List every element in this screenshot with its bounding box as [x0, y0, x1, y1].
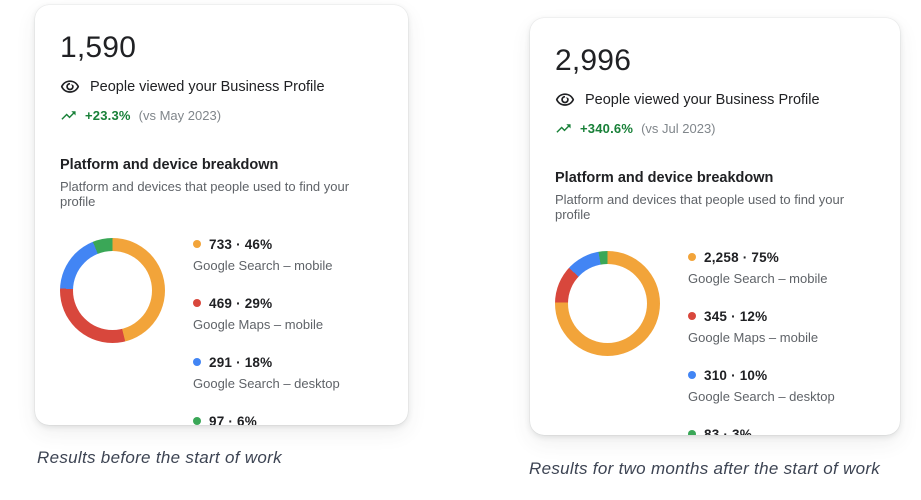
section-title: Platform and device breakdown — [555, 170, 774, 186]
legend-value: 97 · 6% — [209, 413, 257, 426]
legend-item: 83 · 3% Google Maps – desktop — [688, 426, 835, 435]
legend-dot-maps-mobile — [688, 312, 696, 320]
total-views-value: 1,590 — [60, 31, 137, 64]
legend-item: 2,258 · 75% Google Search – mobile — [688, 249, 835, 287]
legend-label: Google Maps – mobile — [688, 330, 819, 345]
legend-dot-maps-desktop — [193, 417, 201, 425]
caption-before: Results before the start of work — [37, 448, 282, 467]
change-period: (vs Jul 2023) — [641, 121, 716, 136]
change-row: +23.3% (vs May 2023) — [60, 107, 384, 124]
section-subtitle: Platform and devices that people used to… — [60, 179, 350, 209]
legend-dot-search-desktop — [193, 358, 201, 366]
legend-dot-maps-desktop — [688, 430, 696, 435]
chart-legend: 733 · 46% Google Search – mobile 469 · 2… — [193, 236, 340, 425]
business-profile-stats-card-before: 1,590 People viewed your Business Profil… — [35, 5, 408, 425]
legend-label: Google Search – desktop — [688, 389, 835, 404]
caption-after: Results for two months after the start o… — [529, 459, 881, 478]
metric-row: People viewed your Business Profile — [555, 90, 876, 110]
legend-dot-search-mobile — [193, 240, 201, 248]
legend-item: 310 · 10% Google Search – desktop — [688, 367, 835, 405]
visibility-eye-icon — [555, 90, 575, 110]
visibility-eye-icon — [60, 77, 80, 97]
metric-row: People viewed your Business Profile — [60, 77, 384, 97]
legend-label: Google Search – mobile — [193, 258, 333, 273]
legend-item: 345 · 12% Google Maps – mobile — [688, 308, 835, 346]
legend-value: 83 · 3% — [704, 426, 752, 436]
legend-item: 97 · 6% Google Maps – desktop — [193, 413, 340, 425]
legend-dot-maps-mobile — [193, 299, 201, 307]
metric-label: People viewed your Business Profile — [585, 92, 820, 108]
legend-value: 291 · 18% — [209, 354, 273, 370]
chart-legend: 2,258 · 75% Google Search – mobile 345 ·… — [688, 249, 835, 435]
donut-chart — [555, 251, 660, 356]
legend-label: Google Search – mobile — [688, 271, 828, 286]
total-views-value: 2,996 — [555, 44, 632, 77]
change-period: (vs May 2023) — [138, 108, 222, 123]
legend-item: 469 · 29% Google Maps – mobile — [193, 295, 340, 333]
legend-item: 733 · 46% Google Search – mobile — [193, 236, 340, 274]
section-title: Platform and device breakdown — [60, 157, 279, 173]
business-profile-stats-card-after: 2,996 People viewed your Business Profil… — [530, 18, 900, 435]
breakdown-section: 733 · 46% Google Search – mobile 469 · 2… — [60, 236, 384, 425]
change-percent: +23.3% — [85, 108, 131, 123]
legend-label: Google Maps – mobile — [193, 317, 324, 332]
metric-label: People viewed your Business Profile — [90, 79, 325, 95]
trending-up-icon — [555, 120, 572, 137]
breakdown-section: 2,258 · 75% Google Search – mobile 345 ·… — [555, 249, 876, 435]
legend-value: 469 · 29% — [209, 295, 273, 311]
trending-up-icon — [60, 107, 77, 124]
donut-chart — [60, 238, 165, 343]
change-percent: +340.6% — [580, 121, 634, 136]
legend-value: 733 · 46% — [209, 236, 273, 252]
legend-item: 291 · 18% Google Search – desktop — [193, 354, 340, 392]
legend-value: 2,258 · 75% — [704, 249, 779, 265]
legend-dot-search-desktop — [688, 371, 696, 379]
section-subtitle: Platform and devices that people used to… — [555, 192, 845, 222]
legend-label: Google Search – desktop — [193, 376, 340, 391]
change-row: +340.6% (vs Jul 2023) — [555, 120, 876, 137]
legend-value: 345 · 12% — [704, 308, 768, 324]
legend-value: 310 · 10% — [704, 367, 768, 383]
legend-dot-search-mobile — [688, 253, 696, 261]
